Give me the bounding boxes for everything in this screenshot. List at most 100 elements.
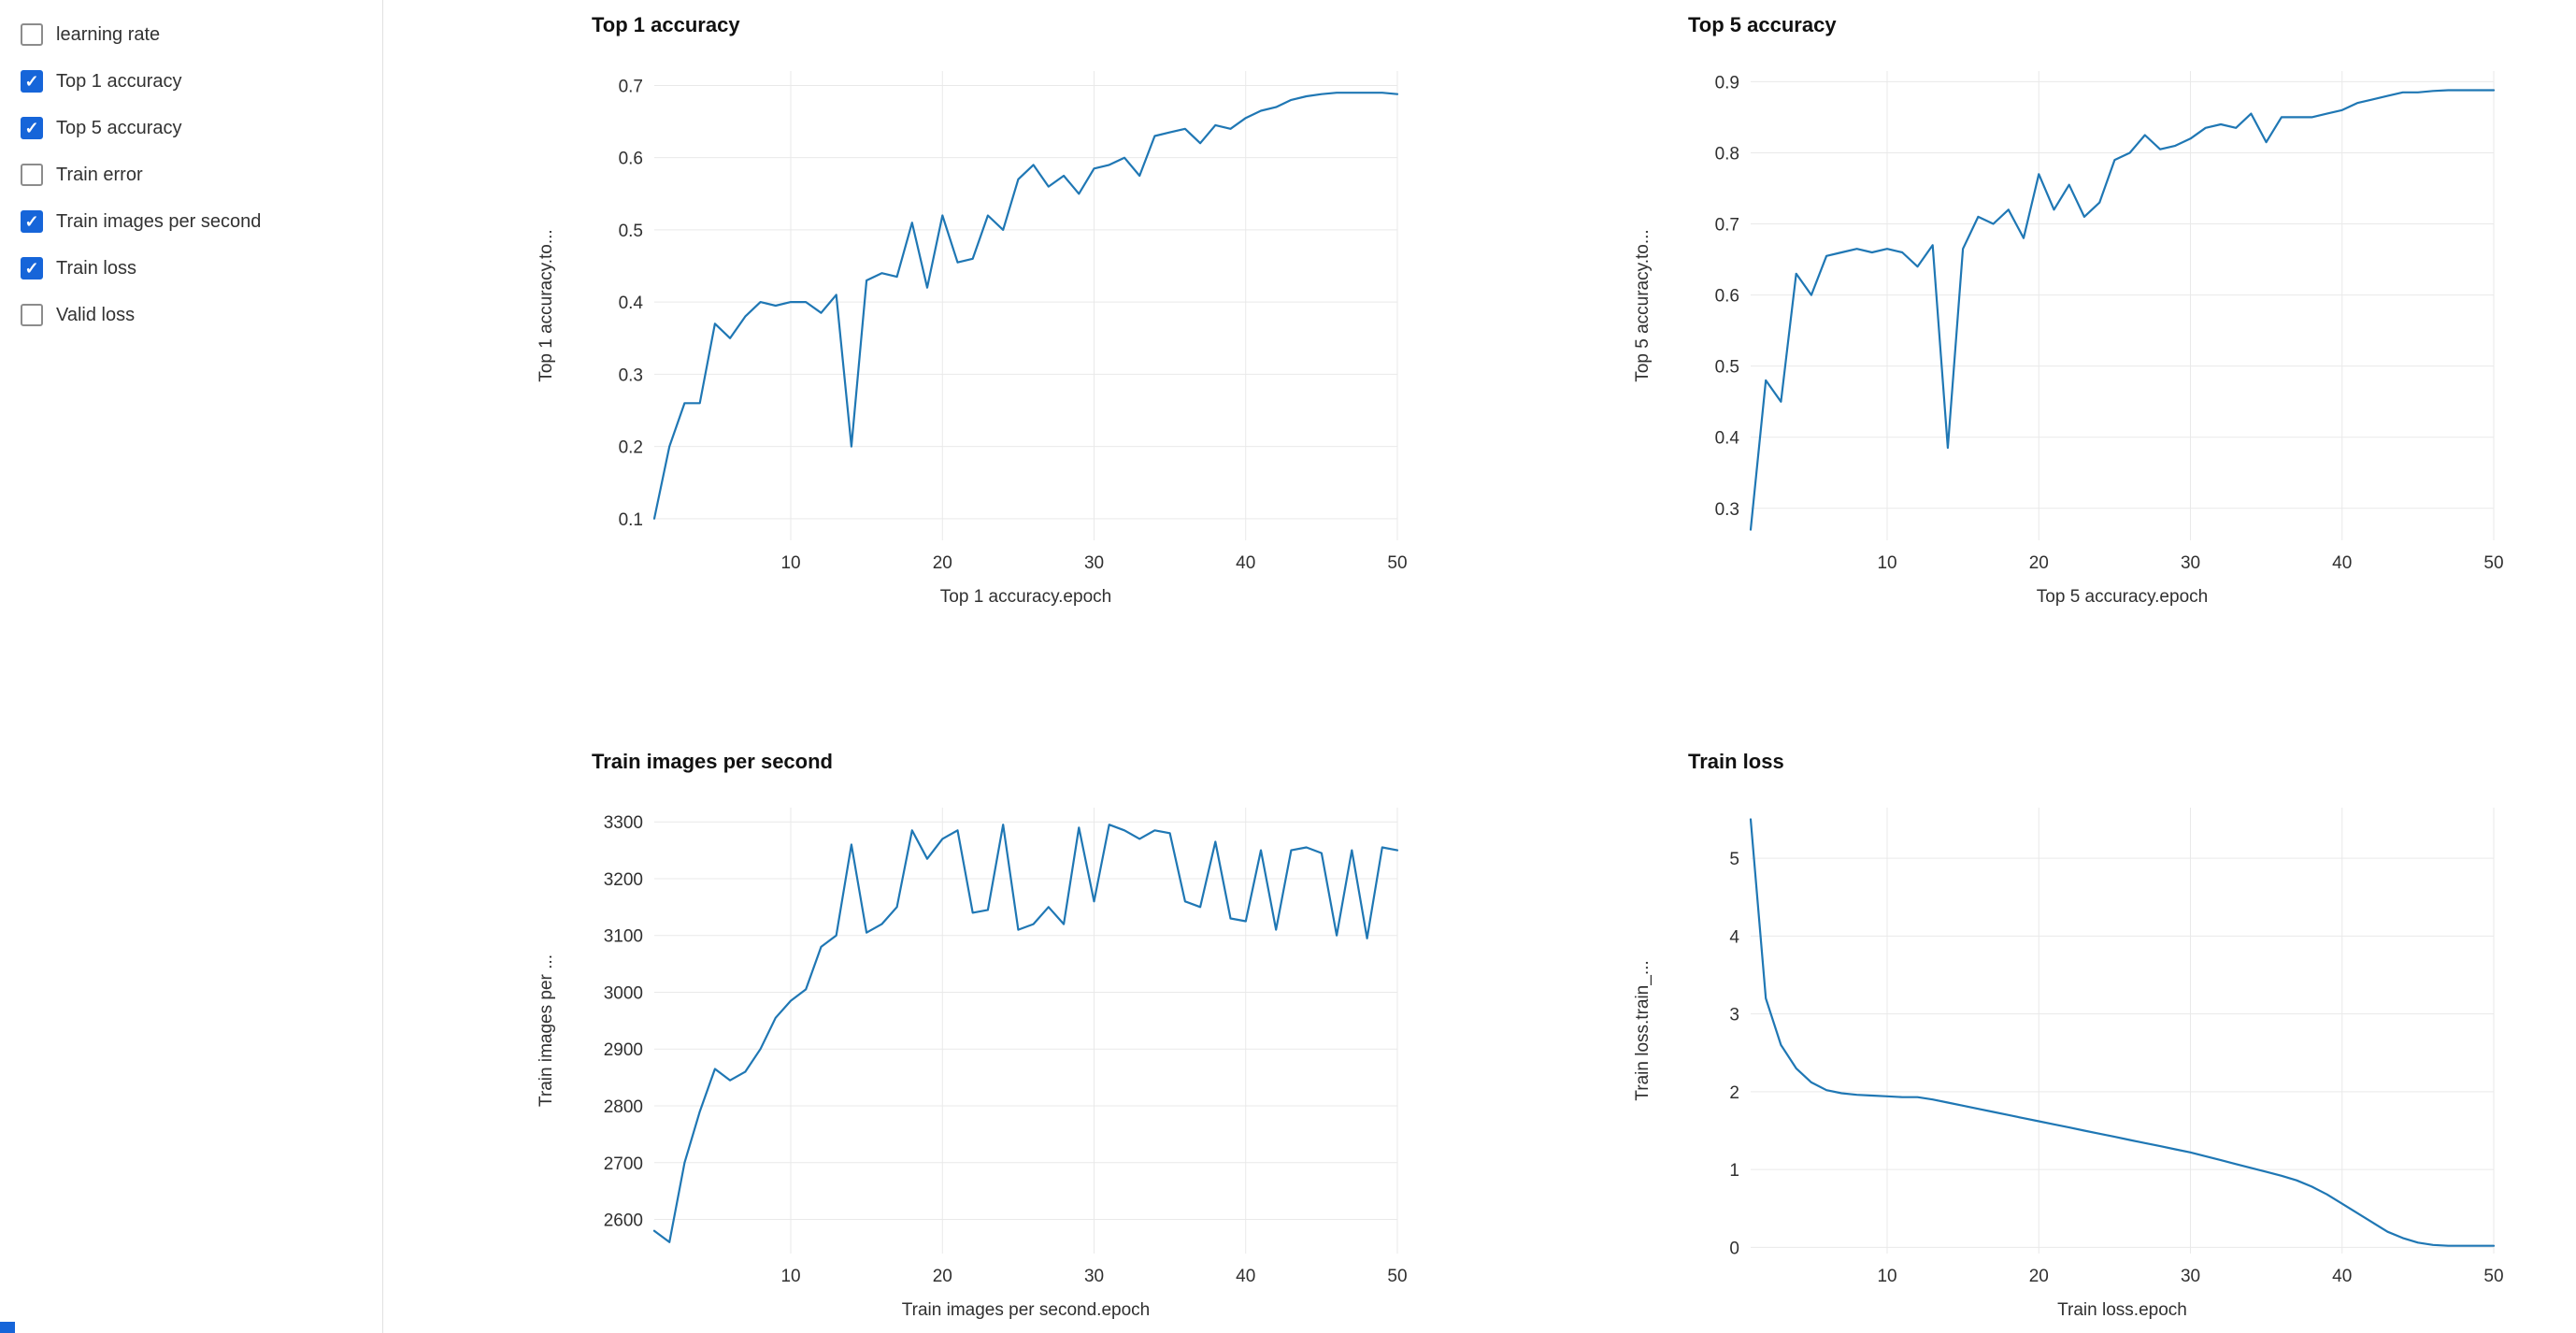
y-tick-label: 0.1 bbox=[619, 510, 643, 530]
line-series bbox=[1749, 89, 2496, 531]
gridlines: 0.1 0.2 0.3 0.4 0.5 0.6 0.7 10 20 30 40 50 bbox=[619, 71, 1408, 573]
x-tick-label: 30 bbox=[1084, 1267, 1104, 1286]
y-tick-label: 2900 bbox=[604, 1040, 643, 1060]
x-tick-label: 10 bbox=[780, 1267, 800, 1286]
y-tick-label: 0.8 bbox=[1715, 144, 1739, 164]
y-tick-label: 2800 bbox=[604, 1097, 643, 1117]
metric-label: Train loss bbox=[56, 257, 136, 279]
x-tick-label: 50 bbox=[2483, 553, 2503, 573]
sidebar-item-learning-rate[interactable]: learning rate bbox=[21, 11, 382, 58]
y-axis-label: Top 5 accuracy.to... bbox=[1633, 229, 1653, 381]
sidebar-item-train-images-per-second[interactable]: ✓ Train images per second bbox=[21, 198, 382, 245]
chart-canvas-train-images-per-second[interactable]: 2600 2700 2800 2900 3000 3100 3200 3300 10 20 30 40… bbox=[523, 780, 1411, 1326]
x-tick-label: 40 bbox=[2332, 553, 2352, 573]
x-tick-label: 20 bbox=[2029, 553, 2049, 573]
y-tick-label: 0.7 bbox=[619, 77, 643, 96]
y-axis-label: Train images per ... bbox=[537, 954, 556, 1107]
x-tick-label: 20 bbox=[933, 553, 952, 573]
x-tick-label: 40 bbox=[1236, 553, 1255, 573]
metric-label: Valid loss bbox=[56, 304, 136, 325]
x-axis-label: Train images per second.epoch bbox=[902, 1300, 1150, 1320]
line-series bbox=[652, 92, 1399, 520]
chart-canvas-train-loss[interactable]: 0 1 2 3 4 5 10 20 30 40 50 Train loss.train_... Trai… bbox=[1620, 780, 2508, 1326]
chart-canvas-top-1-accuracy[interactable]: 0.1 0.2 0.3 0.4 0.5 0.6 0.7 10 20 30 40 50 Top 1 acc… bbox=[523, 43, 1411, 613]
x-axis-label: Top 1 accuracy.epoch bbox=[940, 587, 1111, 607]
checkbox-checked-icon[interactable]: ✓ bbox=[21, 257, 43, 280]
y-tick-label: 3100 bbox=[604, 927, 643, 947]
line-series bbox=[1749, 818, 2496, 1247]
checkbox-unchecked-icon[interactable] bbox=[21, 23, 43, 46]
metric-label: Train error bbox=[56, 164, 143, 185]
y-tick-label: 0.4 bbox=[619, 294, 644, 313]
y-tick-label: 5 bbox=[1729, 850, 1739, 869]
y-tick-label: 0.2 bbox=[619, 438, 643, 458]
chart-panel-train-loss: Train loss 0 1 2 3 4 5 10 20 30 40 50 Train loss.tra… bbox=[1480, 673, 2576, 1333]
metric-label: Train images per second bbox=[56, 210, 262, 232]
x-tick-label: 20 bbox=[2029, 1267, 2049, 1286]
checkbox-checked-icon[interactable]: ✓ bbox=[21, 117, 43, 139]
sidebar-item-train-loss[interactable]: ✓ Train loss bbox=[21, 245, 382, 292]
y-tick-label: 3300 bbox=[604, 813, 643, 833]
x-axis-label: Train loss.epoch bbox=[2057, 1300, 2187, 1320]
sidebar-item-top-5-accuracy[interactable]: ✓ Top 5 accuracy bbox=[21, 105, 382, 151]
chart-title: Train loss bbox=[1688, 750, 1784, 773]
x-tick-label: 20 bbox=[933, 1267, 952, 1286]
y-tick-label: 3000 bbox=[604, 983, 643, 1003]
checkbox-unchecked-icon[interactable] bbox=[21, 304, 43, 326]
partially-visible-button[interactable] bbox=[0, 1322, 15, 1333]
y-tick-label: 0.4 bbox=[1715, 429, 1740, 449]
x-tick-label: 40 bbox=[2332, 1267, 2352, 1286]
y-tick-label: 0.9 bbox=[1715, 73, 1739, 93]
y-tick-label: 2600 bbox=[604, 1211, 643, 1231]
x-tick-label: 30 bbox=[2181, 1267, 2200, 1286]
checkbox-checked-icon[interactable]: ✓ bbox=[21, 70, 43, 93]
gridlines: 0.3 0.4 0.5 0.6 0.7 0.8 0.9 10 20 30 40 50 bbox=[1715, 71, 2504, 573]
chart-panel-train-images-per-second: Train images per second 2600 2700 2800 2900 3… bbox=[383, 673, 1480, 1333]
y-tick-label: 4 bbox=[1729, 927, 1739, 947]
y-tick-label: 0.7 bbox=[1715, 216, 1739, 236]
x-tick-label: 10 bbox=[1877, 1267, 1896, 1286]
y-tick-label: 0.5 bbox=[619, 222, 643, 241]
y-tick-label: 2700 bbox=[604, 1154, 643, 1174]
x-tick-label: 50 bbox=[1387, 1267, 1407, 1286]
x-tick-label: 10 bbox=[780, 553, 800, 573]
metric-label: Top 5 accuracy bbox=[56, 117, 182, 138]
metrics-sidebar: learning rate ✓ Top 1 accuracy ✓ Top 5 accur… bbox=[0, 0, 383, 1333]
y-axis-label: Top 1 accuracy.to... bbox=[537, 229, 556, 381]
chart-canvas-top-5-accuracy[interactable]: 0.3 0.4 0.5 0.6 0.7 0.8 0.9 10 20 30 40 50 Top 5 acc… bbox=[1620, 43, 2508, 613]
checkbox-unchecked-icon[interactable] bbox=[21, 164, 43, 186]
chart-title: Top 1 accuracy bbox=[592, 13, 740, 36]
y-tick-label: 2 bbox=[1729, 1083, 1739, 1103]
y-tick-label: 3 bbox=[1729, 1006, 1739, 1025]
x-tick-label: 40 bbox=[1236, 1267, 1255, 1286]
y-tick-label: 0.3 bbox=[619, 366, 643, 385]
sidebar-item-top-1-accuracy[interactable]: ✓ Top 1 accuracy bbox=[21, 58, 382, 105]
y-axis-label: Train loss.train_... bbox=[1633, 960, 1653, 1100]
x-tick-label: 50 bbox=[2483, 1267, 2503, 1286]
charts-grid: Top 1 accuracy 0.1 0.2 0.3 0.4 0.5 0.6 0.7 10 20 3… bbox=[383, 0, 2576, 1333]
chart-panel-top-1-accuracy: Top 1 accuracy 0.1 0.2 0.3 0.4 0.5 0.6 0.7 10 20 3… bbox=[383, 0, 1480, 673]
line-series bbox=[652, 824, 1399, 1243]
sidebar-item-train-error[interactable]: Train error bbox=[21, 151, 382, 198]
x-tick-label: 30 bbox=[2181, 553, 2200, 573]
x-tick-label: 50 bbox=[1387, 553, 1407, 573]
checkbox-checked-icon[interactable]: ✓ bbox=[21, 210, 43, 233]
x-tick-label: 30 bbox=[1084, 553, 1104, 573]
sidebar-item-valid-loss[interactable]: Valid loss bbox=[21, 292, 382, 338]
gridlines: 0 1 2 3 4 5 10 20 30 40 50 bbox=[1729, 808, 2504, 1286]
y-tick-label: 0.6 bbox=[1715, 287, 1739, 307]
y-tick-label: 0.5 bbox=[1715, 358, 1739, 378]
y-tick-label: 0.6 bbox=[619, 150, 643, 169]
x-tick-label: 10 bbox=[1877, 553, 1896, 573]
metric-label: learning rate bbox=[56, 23, 161, 45]
y-tick-label: 0.3 bbox=[1715, 500, 1739, 520]
chart-title: Train images per second bbox=[592, 750, 833, 773]
chart-panel-top-5-accuracy: Top 5 accuracy 0.3 0.4 0.5 0.6 0.7 0.8 0.9 10 20 3… bbox=[1480, 0, 2576, 673]
chart-title: Top 5 accuracy bbox=[1688, 13, 1837, 36]
y-tick-label: 3200 bbox=[604, 870, 643, 890]
y-tick-label: 0 bbox=[1729, 1239, 1739, 1258]
x-axis-label: Top 5 accuracy.epoch bbox=[2037, 587, 2208, 607]
y-tick-label: 1 bbox=[1729, 1161, 1739, 1181]
metric-list: learning rate ✓ Top 1 accuracy ✓ Top 5 accur… bbox=[21, 11, 382, 338]
